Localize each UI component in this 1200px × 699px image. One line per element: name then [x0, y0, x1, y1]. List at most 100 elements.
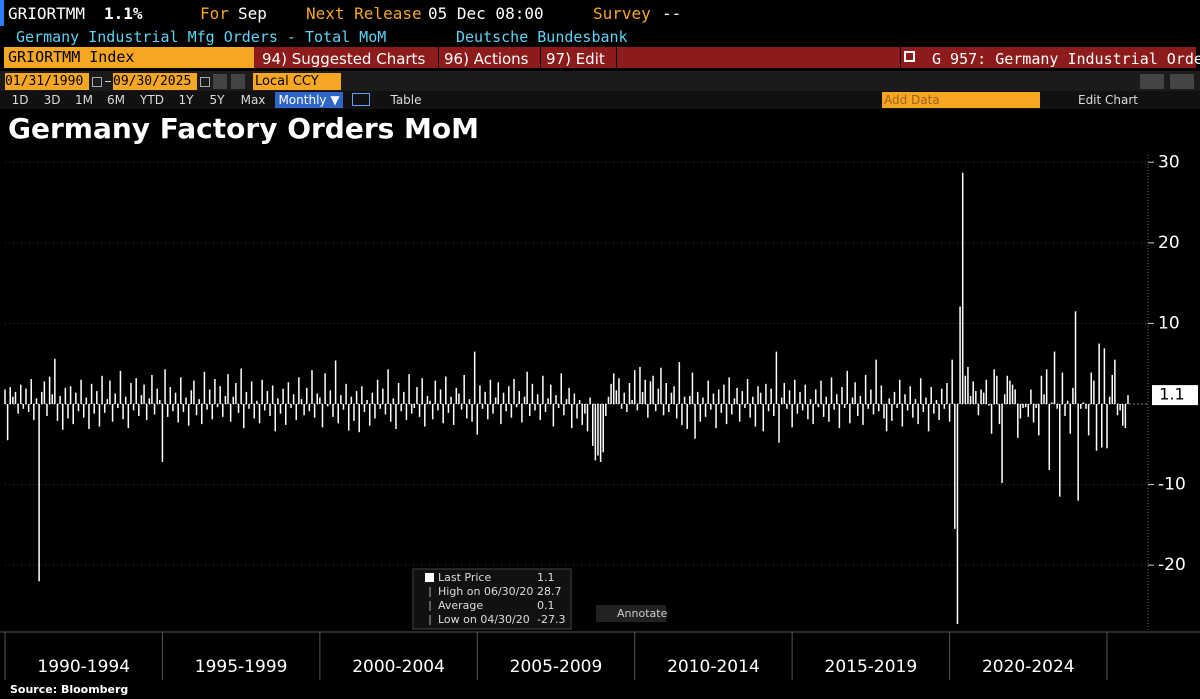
bar	[405, 403, 408, 421]
bar	[938, 403, 940, 421]
bar	[633, 370, 636, 404]
bar	[870, 389, 872, 404]
range-button[interactable]: 3D	[43, 93, 61, 107]
bar	[612, 373, 615, 404]
bar	[662, 403, 665, 416]
bar	[274, 403, 277, 432]
bar	[544, 403, 547, 413]
bar	[1098, 343, 1100, 404]
bar	[539, 403, 542, 421]
bar	[681, 403, 683, 425]
bar	[885, 403, 888, 432]
bar	[791, 403, 793, 428]
bar	[298, 377, 300, 404]
bar	[264, 403, 266, 411]
chart-type-icon[interactable]	[352, 93, 370, 106]
frequency[interactable]: Monthly ▼	[275, 92, 343, 108]
bar	[497, 382, 500, 404]
data-source: Deutsche Bundesbank	[456, 28, 628, 46]
next-button[interactable]	[231, 74, 245, 89]
bar	[820, 380, 822, 404]
annotate-label[interactable]: Annotate	[617, 607, 668, 620]
menu-item[interactable]: 97) Edit	[546, 50, 605, 68]
edit-chart[interactable]: Edit Chart	[1077, 93, 1139, 107]
bar	[794, 379, 796, 404]
security-input[interactable]: GRIORTMM Index	[4, 47, 254, 68]
bar	[266, 391, 269, 404]
bar	[59, 395, 61, 404]
bar	[696, 391, 699, 404]
range-button[interactable]: 5Y	[209, 93, 225, 107]
for-value: Sep	[238, 4, 267, 23]
range-button[interactable]: 1Y	[178, 93, 194, 107]
bar	[1022, 403, 1024, 409]
bar	[846, 370, 848, 404]
bar	[736, 387, 738, 404]
bar	[75, 392, 77, 404]
bar	[717, 389, 720, 404]
add-data[interactable]: Add Data	[882, 92, 1040, 108]
range-button[interactable]: Max	[240, 93, 266, 107]
bar	[996, 375, 998, 404]
undo-button[interactable]	[1140, 74, 1164, 89]
bar	[686, 403, 688, 429]
table-button[interactable]: Table	[390, 93, 422, 107]
open-icon[interactable]	[904, 51, 915, 62]
range-button[interactable]: 6M	[107, 93, 125, 107]
bar	[510, 403, 513, 418]
bar	[471, 403, 473, 422]
bar	[292, 394, 295, 404]
bar	[893, 391, 896, 404]
bar	[767, 403, 770, 412]
bar	[912, 403, 914, 418]
calendar-icon[interactable]	[92, 77, 102, 87]
bar	[720, 403, 723, 413]
bar	[759, 392, 762, 404]
bar	[384, 403, 387, 415]
range-button[interactable]: 1M	[75, 93, 93, 107]
range-button[interactable]: YTD	[140, 93, 164, 107]
bar	[867, 403, 869, 409]
bar	[654, 403, 657, 412]
bar	[610, 383, 612, 404]
bar	[229, 403, 232, 422]
menu-item[interactable]: 96) Actions	[444, 50, 529, 68]
bar	[660, 367, 662, 404]
bar	[138, 403, 140, 417]
bar	[691, 372, 694, 404]
range-button[interactable]: 1D	[11, 93, 29, 107]
bar	[295, 403, 297, 421]
currency[interactable]: Local CCY	[253, 73, 341, 90]
calendar-icon[interactable]	[200, 77, 210, 87]
bar	[269, 403, 271, 417]
start-date[interactable]: 01/31/1990	[5, 73, 89, 90]
bar	[914, 399, 917, 404]
bar	[639, 366, 641, 404]
redo-button[interactable]	[1170, 74, 1194, 89]
bar	[219, 386, 221, 404]
bar	[494, 397, 497, 404]
bar	[93, 403, 95, 414]
bar	[964, 375, 967, 404]
bar	[746, 378, 749, 404]
bar	[426, 395, 429, 404]
prev-button[interactable]	[213, 74, 227, 89]
annotate-button[interactable]	[596, 605, 666, 622]
bar	[555, 395, 557, 404]
bar	[875, 359, 877, 404]
menu-item[interactable]: 94) Suggested Charts	[262, 50, 426, 68]
bar	[1017, 403, 1019, 438]
bar	[990, 403, 993, 434]
bar	[967, 366, 969, 404]
bar	[190, 390, 193, 404]
bar	[350, 396, 353, 404]
end-date[interactable]: 09/30/2025	[113, 73, 197, 90]
bar	[786, 403, 788, 409]
bar	[476, 403, 479, 435]
bar	[757, 386, 759, 404]
bar	[261, 379, 263, 404]
bar	[180, 377, 182, 404]
bar	[880, 385, 883, 404]
bar	[762, 403, 765, 432]
bar	[216, 403, 219, 408]
